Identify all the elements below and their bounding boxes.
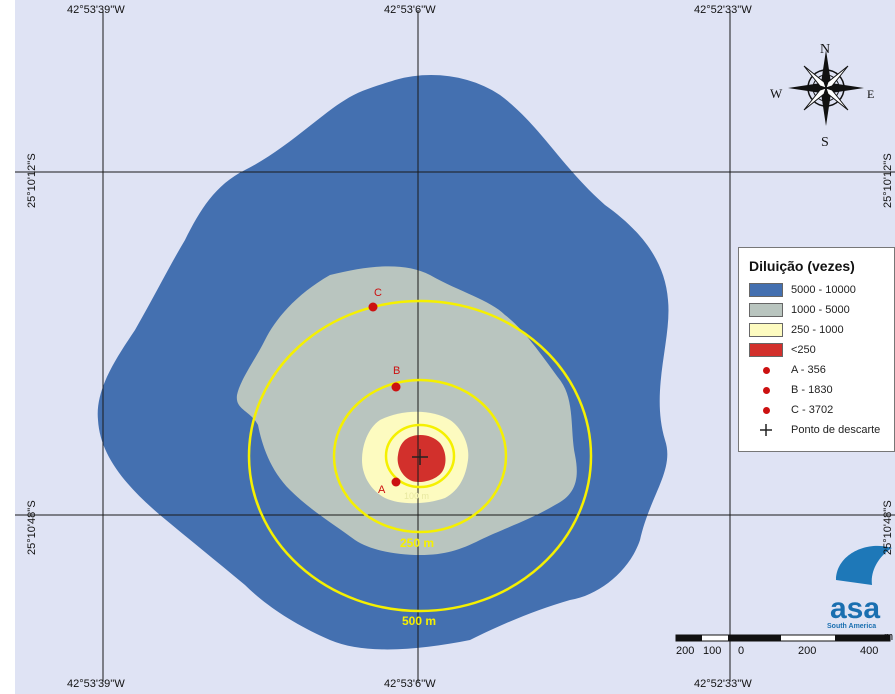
coord-left-2: 25°10'48''S: [26, 500, 38, 555]
scale-label-3: 0: [738, 645, 744, 657]
coord-top-1: 42°53'39''W: [67, 4, 125, 16]
legend-label: <250: [791, 344, 816, 356]
compass-s: S: [821, 135, 829, 150]
distance-rings: [247, 299, 593, 613]
scale-unit: m: [884, 631, 893, 643]
coord-bottom-2: 42°53'6''W: [384, 678, 436, 690]
legend-label: C - 3702: [791, 404, 834, 416]
scale-label-2: 100: [703, 645, 721, 657]
coord-right-2: 25°10'48''S: [882, 500, 894, 555]
compass-rose-icon: [788, 50, 864, 126]
scale-label-1: 200: [676, 645, 694, 657]
ring-100m-label: 100 m: [404, 491, 429, 501]
coord-top-3: 42°52'33''W: [694, 4, 752, 16]
legend-swatch: [749, 303, 783, 317]
point-marker-icon: [762, 386, 770, 394]
legend-row-point-a: A - 356: [739, 360, 894, 380]
legend-row-lt-250: <250: [739, 340, 894, 360]
discharge-point-marker: [412, 449, 428, 465]
compass-e: E: [867, 87, 874, 101]
ring-500m-label: 500 m: [402, 614, 436, 628]
ring-500m: [247, 299, 593, 613]
asa-logo: asa South America: [827, 545, 892, 630]
compass-n: N: [820, 42, 830, 57]
legend-title: Diluição (vezes): [749, 258, 855, 274]
legend-row-point-b: B - 1830: [739, 380, 894, 400]
legend-label: B - 1830: [791, 384, 833, 396]
legend-row-1000-5000: 1000 - 5000: [739, 300, 894, 320]
svg-text:South America: South America: [827, 623, 876, 630]
legend-swatch: [749, 323, 783, 337]
point-a-label: A: [378, 484, 386, 496]
compass-w: W: [770, 86, 783, 101]
legend-swatch: [749, 283, 783, 297]
point-c-label: C: [374, 287, 382, 299]
point-marker-icon: [762, 366, 770, 374]
legend-label: 1000 - 5000: [791, 304, 850, 316]
legend-label: A - 356: [791, 364, 826, 376]
legend-label: 5000 - 10000: [791, 284, 856, 296]
legend-row-point-c: C - 3702: [739, 400, 894, 420]
scale-label-5: 400: [860, 645, 878, 657]
coord-bottom-3: 42°52'33''W: [694, 678, 752, 690]
legend-row-250-1000: 250 - 1000: [739, 320, 894, 340]
coord-top-2: 42°53'6''W: [384, 4, 436, 16]
legend-row-discharge: Ponto de descarte: [739, 420, 894, 440]
ring-250m: [332, 378, 508, 534]
ring-100m: [384, 423, 456, 489]
legend-swatch: [749, 343, 783, 357]
legend-label: 250 - 1000: [791, 324, 844, 336]
scale-label-4: 200: [798, 645, 816, 657]
legend-label: Ponto de descarte: [791, 424, 881, 436]
zone-1000-5000: [236, 266, 577, 555]
point-a-marker: [391, 477, 401, 487]
point-b-label: B: [393, 365, 400, 377]
svg-text:asa: asa: [830, 592, 880, 625]
ring-250m-label: 250 m: [400, 536, 434, 550]
coord-bottom-1: 42°53'39''W: [67, 678, 125, 690]
map-legend: Diluição (vezes) 5000 - 10000 1000 - 500…: [738, 247, 895, 452]
legend-row-5000-10000: 5000 - 10000: [739, 280, 894, 300]
point-b-marker: [391, 382, 401, 392]
point-c-marker: [368, 302, 378, 312]
coord-right-1: 25°10'12''S: [882, 153, 894, 208]
crosshair-icon: [760, 424, 772, 436]
point-marker-icon: [762, 406, 770, 414]
zone-lt-250: [397, 434, 446, 482]
coord-left-1: 25°10'12''S: [26, 153, 38, 208]
graticule: [15, 10, 895, 682]
scale-bar: [675, 634, 891, 642]
